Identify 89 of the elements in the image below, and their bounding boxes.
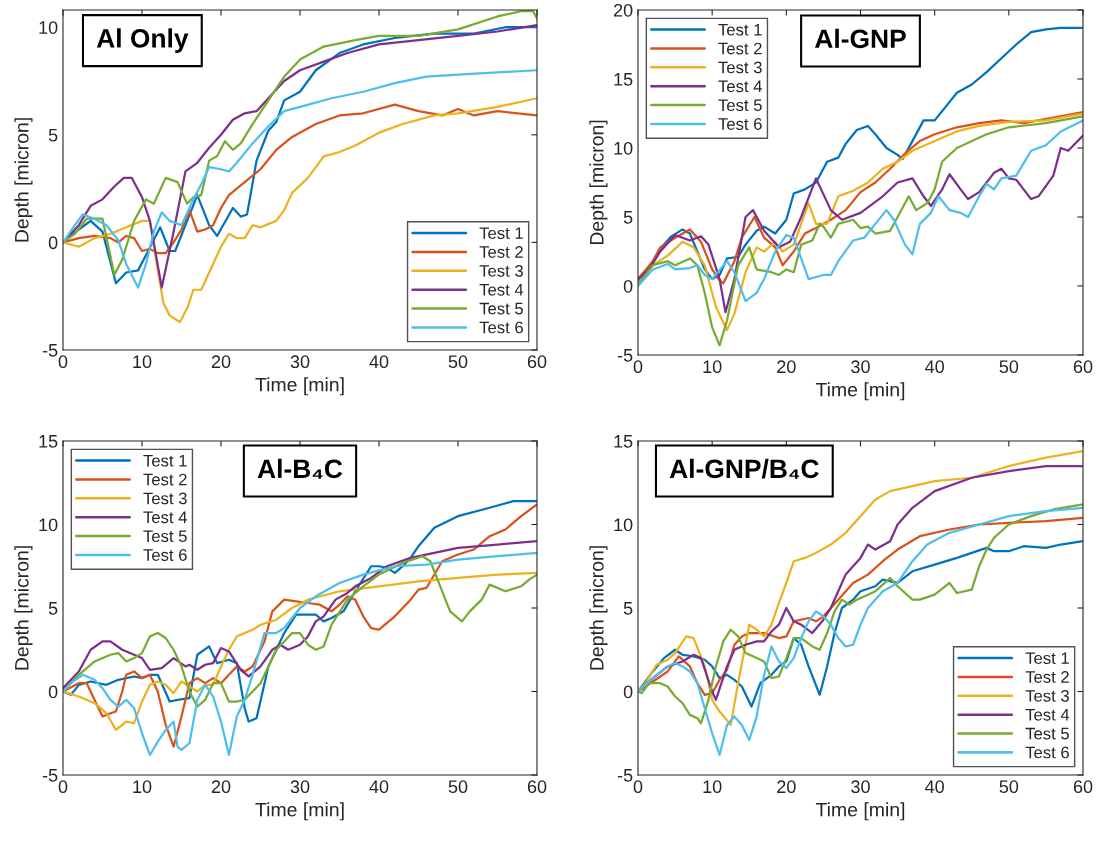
- x-tick-label: 60: [527, 780, 547, 794]
- x-tick-label: 40: [369, 780, 389, 794]
- x-tick-label: 60: [1073, 780, 1093, 794]
- x-tick-label: 20: [211, 780, 231, 794]
- x-tick-label: 10: [133, 780, 152, 794]
- legend-label: Test 3: [718, 61, 762, 74]
- legend-label: Test 1: [718, 23, 762, 36]
- legend-label: Test 6: [1025, 746, 1069, 759]
- legend-label: Test 1: [479, 227, 523, 240]
- x-axis-title: Time [min]: [815, 802, 905, 821]
- legend-label: Test 3: [143, 492, 187, 505]
- line-series: [63, 551, 537, 757]
- y-axis-title: Depth [micron]: [14, 546, 33, 670]
- x-tick-label: 20: [777, 360, 796, 374]
- x-tick-label: 0: [633, 780, 643, 794]
- x-tick-label: 40: [925, 360, 944, 374]
- x-tick-label: 50: [999, 360, 1019, 374]
- y-axis-title: Depth [micron]: [589, 546, 608, 670]
- x-tick-label: 30: [851, 780, 870, 794]
- y-tick-label: -5: [42, 344, 58, 357]
- x-tick-label: 40: [925, 780, 944, 794]
- line-series: [638, 540, 1083, 708]
- x-tick-label: 50: [448, 355, 468, 369]
- x-axis-title: Time [min]: [815, 382, 905, 401]
- x-tick-label: 60: [1073, 360, 1093, 374]
- legend-label: Test 5: [1025, 727, 1069, 740]
- legend-label: Test 3: [1025, 689, 1069, 702]
- x-tick-label: 20: [777, 780, 796, 794]
- text: Al-GNP: [814, 28, 906, 49]
- y-axis-title: Depth [micron]: [14, 118, 33, 242]
- x-tick-label: 30: [290, 355, 310, 369]
- y-tick-label: 5: [623, 211, 633, 224]
- legend-label: Test 4: [718, 80, 762, 93]
- x-tick-label: 20: [211, 355, 231, 369]
- legend-label: Test 4: [143, 511, 187, 524]
- x-tick-label: 30: [851, 360, 870, 374]
- line-series: [638, 26, 1083, 283]
- legend-label: Test 2: [479, 246, 523, 258]
- y-tick-label: -5: [617, 769, 633, 782]
- x-tick-label: 50: [999, 780, 1019, 794]
- legend-label: Test 5: [143, 530, 187, 543]
- x-tick-label: 10: [133, 355, 152, 369]
- y-tick-label: 15: [614, 73, 633, 86]
- y-tick-label: 5: [48, 602, 58, 615]
- x-tick-label: 40: [369, 355, 389, 369]
- y-tick-label: 0: [48, 236, 58, 250]
- x-axis-title: Time [min]: [255, 377, 344, 396]
- x-tick-label: 30: [290, 780, 310, 794]
- legend-label: Test 2: [718, 42, 762, 55]
- legend-label: Test 3: [479, 264, 523, 277]
- legend-label: Test 4: [479, 284, 524, 296]
- y-tick-label: -5: [617, 349, 633, 362]
- y-tick-label: 15: [614, 435, 633, 448]
- legend-label: Test 4: [1025, 709, 1070, 721]
- y-tick-label: -5: [42, 769, 58, 782]
- x-axis-title: Time [min]: [255, 802, 344, 821]
- y-tick-label: 0: [623, 279, 633, 293]
- legend-label: Test 6: [143, 549, 187, 561]
- y-tick-label: 10: [39, 21, 58, 34]
- y-tick-label: 10: [614, 518, 633, 532]
- y-tick-label: 0: [623, 685, 633, 699]
- line-series: [63, 540, 537, 690]
- line-series: [63, 571, 537, 732]
- y-tick-label: 5: [623, 602, 633, 615]
- legend-label: Test 5: [718, 99, 762, 112]
- legend-label: Test 1: [1025, 652, 1069, 665]
- x-tick-label: 0: [633, 360, 643, 374]
- y-tick-label: 20: [613, 3, 633, 17]
- x-tick-label: 50: [448, 780, 468, 794]
- x-tick-label: 10: [703, 360, 722, 374]
- y-tick-label: 10: [39, 518, 58, 532]
- legend-label: Test 6: [718, 118, 762, 130]
- x-tick-label: 60: [527, 355, 547, 369]
- text: Al Only: [96, 28, 189, 53]
- y-tick-label: 0: [48, 685, 58, 699]
- x-tick-label: 0: [58, 355, 68, 369]
- y-tick-label: 10: [614, 141, 633, 155]
- text: Al-GNP/B₄C: [669, 458, 819, 479]
- x-tick-label: 10: [703, 780, 722, 794]
- legend-label: Test 2: [143, 473, 187, 486]
- text: Al-B₄C: [257, 458, 343, 479]
- y-tick-label: 5: [48, 128, 58, 142]
- legend-label: Test 1: [143, 454, 187, 467]
- y-axis-title: Depth [micron]: [589, 120, 608, 245]
- y-tick-label: 15: [39, 435, 58, 448]
- legend-label: Test 5: [479, 302, 523, 315]
- legend-label: Test 6: [479, 321, 523, 334]
- x-tick-label: 0: [58, 780, 68, 794]
- legend-label: Test 2: [1025, 671, 1069, 683]
